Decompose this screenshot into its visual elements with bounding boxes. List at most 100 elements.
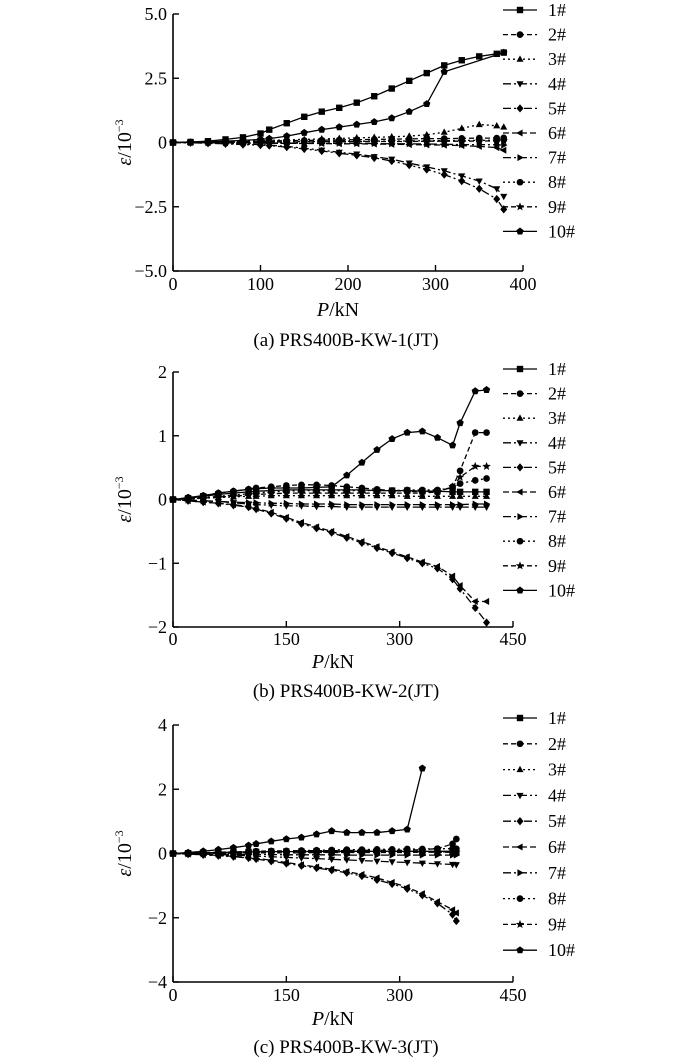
data-point <box>336 104 343 112</box>
legend-marker <box>517 869 524 877</box>
data-point <box>312 863 320 871</box>
y-axis-label: ε/10−3 <box>112 830 136 876</box>
data-point <box>499 146 507 154</box>
data-point <box>475 178 483 185</box>
data-point <box>252 504 259 512</box>
data-point <box>388 133 396 140</box>
data-point <box>372 848 382 857</box>
x-tick-label: 150 <box>273 629 300 649</box>
x-tick-label: 300 <box>422 274 449 294</box>
legend-marker <box>516 843 523 851</box>
data-point <box>483 429 490 436</box>
data-point <box>328 827 336 835</box>
data-point <box>482 597 490 606</box>
legend-label: 9# <box>548 556 566 576</box>
data-point <box>433 898 441 906</box>
legend-label: 7# <box>548 863 566 883</box>
data-point <box>418 860 426 867</box>
data-point <box>388 156 396 166</box>
y-tick-label: 2.5 <box>145 68 168 88</box>
data-point <box>297 848 306 857</box>
data-point <box>267 484 275 492</box>
data-point <box>343 857 351 864</box>
data-point <box>327 488 336 497</box>
data-point <box>373 828 381 836</box>
x-tick-label: 300 <box>386 985 413 1005</box>
legend-marker <box>515 202 525 211</box>
legend-marker <box>516 586 524 594</box>
data-point <box>418 492 426 499</box>
data-point <box>470 461 480 470</box>
data-point <box>458 124 466 131</box>
y-tick-label: 0 <box>158 844 167 864</box>
series-10 <box>169 386 491 503</box>
data-point <box>318 108 325 115</box>
data-point <box>282 848 291 857</box>
data-point <box>342 532 350 540</box>
data-point <box>327 527 335 535</box>
legend-label: 6# <box>548 837 566 857</box>
data-point <box>388 878 395 886</box>
data-point <box>403 553 410 561</box>
data-point <box>405 160 413 170</box>
legend-label: 4# <box>548 785 566 805</box>
data-point <box>186 138 195 146</box>
data-point <box>342 488 352 497</box>
data-point <box>452 916 460 926</box>
data-point <box>358 858 366 865</box>
data-point <box>251 848 261 857</box>
series-line <box>172 852 457 922</box>
data-point <box>318 146 326 156</box>
series-6 <box>169 495 490 606</box>
legend-marker <box>516 6 524 14</box>
data-point <box>358 828 366 836</box>
data-point <box>434 501 442 509</box>
data-point <box>433 492 441 499</box>
data-point <box>492 136 502 145</box>
data-point <box>388 859 396 866</box>
data-point <box>388 114 396 122</box>
series-line <box>172 498 487 506</box>
data-point <box>353 120 361 128</box>
chart-panel-1: 0 100 200 300 400 −5.0 −2.5 0 2.5 5.0 P/kN ε/10−3 (a… <box>112 0 575 351</box>
data-point <box>458 57 465 64</box>
legend-label: 10# <box>548 940 575 960</box>
data-point <box>423 165 431 174</box>
legend-marker <box>516 740 524 748</box>
legend-marker <box>516 817 524 826</box>
y-axis-label: ε/10−3 <box>112 119 136 165</box>
series-line <box>172 141 505 210</box>
legend-marker <box>516 129 523 137</box>
data-point <box>300 128 308 136</box>
data-point <box>253 499 260 507</box>
legend-marker <box>516 390 524 397</box>
data-point <box>267 508 274 516</box>
series-5 <box>169 849 460 926</box>
series-10 <box>169 764 426 857</box>
data-point <box>300 144 308 154</box>
legend: 1# 2# 3# 4# 5# 6# 7# 8# 9# 10# <box>503 0 575 241</box>
y-axis-label: ε/10−3 <box>112 476 136 522</box>
legend-label: 6# <box>548 123 566 143</box>
data-point <box>433 861 441 868</box>
y-axis-label-exponent: −3 <box>112 119 126 132</box>
data-point <box>388 548 395 556</box>
series-line <box>172 498 487 603</box>
data-point <box>418 558 425 566</box>
data-point <box>357 488 367 497</box>
data-point <box>452 909 459 917</box>
legend: 1# 2# 3# 4# 5# 6# 7# 8# 9# 10# <box>503 708 575 960</box>
data-point <box>433 562 441 570</box>
x-axis-label-symbol: P <box>316 299 329 321</box>
legend: 1# 2# 3# 4# 5# 6# 7# 8# 9# 10# <box>503 359 575 600</box>
data-point <box>471 477 479 484</box>
data-point <box>418 764 426 772</box>
legend-label: 5# <box>548 457 566 477</box>
data-point <box>283 142 291 152</box>
data-point <box>229 491 238 500</box>
data-point <box>449 492 457 499</box>
data-point <box>471 492 479 499</box>
data-point <box>456 480 464 487</box>
data-point <box>252 484 260 492</box>
series-line <box>172 848 457 855</box>
